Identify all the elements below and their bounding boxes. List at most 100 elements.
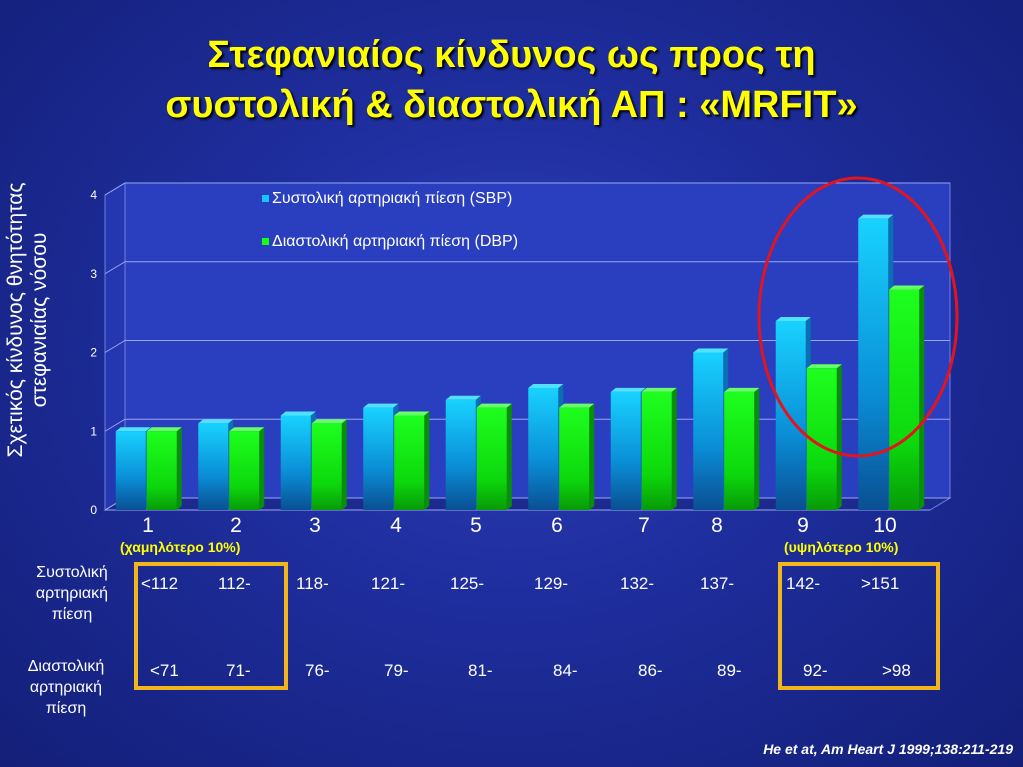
sbp-bar-top [115,427,151,432]
dbp-range-cell: 76- [305,661,330,680]
x-tick-label: 1 [142,514,154,537]
sbp-bar-top [198,419,234,424]
citation: He et at, Am Heart J 1999;138:211-219 [763,741,1013,757]
sbp-bar [858,218,889,510]
sbp-bar-top [528,383,564,388]
sbp-bar-top [775,317,811,321]
dbp-range-cell: <71 [150,661,179,680]
sbp-row-label-line-3: πίεση [51,606,93,623]
sbp-bar [693,352,724,510]
sbp-bar [445,399,476,510]
dbp-bar-top [229,427,265,432]
high-decile-note: (υψηλότερο 10%) [784,539,899,555]
dbp-bar-top [311,419,347,424]
legend-label: Διαστολική αρτηριακή πίεση (DBP) [272,233,519,250]
sbp-range-cell: 125- [450,574,485,593]
dbp-bar-side [341,419,347,510]
sbp-bar [363,407,394,510]
x-tick-label: 5 [470,514,482,537]
dbp-bar-side [424,411,430,510]
dbp-range-cell: >98 [882,661,911,680]
low-decile-box [134,562,288,690]
dbp-bar-side [754,387,760,510]
dbp-bar-top [641,387,677,392]
sbp-range-cell: 129- [534,574,569,593]
gridline [104,261,950,275]
y-tick-label: 3 [90,267,97,281]
dbp-range-cell: 71- [226,661,251,680]
slide-title: Στεφανιαίος κίνδυνος ως προς τη συστολικ… [0,30,1023,130]
dbp-bar [394,415,425,510]
dbp-bar-top [724,387,760,392]
dbp-bar [641,391,672,510]
high-decile-box [778,562,940,690]
sbp-row-label-line-1: Συστολική [36,564,108,581]
dbp-bar-side [506,403,512,510]
dbp-bar [146,431,177,510]
y-tick-label: 2 [90,346,97,360]
x-tick-label: 6 [551,514,563,537]
dbp-bar-top [806,364,842,369]
dbp-range-cell: 86- [638,661,663,680]
low-decile-note: (χαμηλότερο 10%) [120,539,241,555]
x-tick-label: 9 [797,514,809,537]
legend-label: Συστολική αρτηριακή πίεση (SBP) [272,190,513,207]
sbp-range-cell: >151 [861,574,900,593]
sbp-row-label: Συστολική αρτηριακή πίεση [12,562,132,625]
legend-swatch [262,195,269,203]
x-tick-label: 8 [711,514,723,537]
dbp-bar-side [589,403,595,510]
dbp-range-cell: 84- [553,661,578,680]
dbp-bar-top [146,427,182,432]
y-tick-label: 0 [90,503,97,517]
dbp-bar [229,431,260,510]
legend-swatch [262,238,269,246]
dbp-bar [889,289,920,510]
sbp-bar-top [363,403,399,408]
sbp-range-cell: 137- [700,574,735,593]
y-tick-label: 4 [90,188,97,202]
gridline [104,340,950,353]
sbp-bar [198,423,229,510]
x-tick-label: 4 [390,514,402,537]
dbp-bar [559,407,590,510]
legend-item-sbp: Συστολική αρτηριακή πίεση (SBP) [262,190,512,208]
x-tick-label: 10 [873,514,897,537]
dbp-bar-side [836,364,842,510]
dbp-bar-top [889,285,925,290]
x-tick-label: 7 [638,514,650,537]
title-line-1: Στεφανιαίος κίνδυνος ως προς τη [207,34,816,76]
y-tick-label: 1 [90,424,97,438]
dbp-range-cell: 89- [717,661,742,680]
x-tick-label: 3 [309,514,321,537]
sbp-range-cell: 112- [218,574,251,593]
sbp-bar-top [858,214,894,219]
legend-item-dbp: Διαστολική αρτηριακή πίεση (DBP) [262,233,518,251]
dbp-bar-side [176,427,182,510]
dbp-bar [476,407,507,510]
dbp-bar-top [394,411,430,416]
x-tick-label: 2 [230,514,242,537]
sbp-bar [115,431,146,510]
sbp-bar-top [445,395,481,400]
dbp-bar-top [559,403,595,408]
highlight-circle [757,176,959,458]
dbp-bar [311,423,342,510]
dbp-range-cell: 79- [384,661,409,680]
dbp-bar-side [259,427,265,510]
sbp-range-cell: 121- [371,574,406,593]
sbp-row-label-line-2: αρτηριακή [35,585,109,602]
dbp-bar [724,391,755,510]
dbp-row-label-line-2: αρτηριακή [29,679,103,696]
dbp-range-cell: 81- [468,661,493,680]
sbp-range-cell: 132- [620,574,655,593]
sbp-bar [280,415,311,510]
sbp-bar-top [280,411,316,416]
sbp-range-cell: 142- [786,574,821,593]
sbp-range-cell: <112 [141,574,179,593]
sbp-bar [775,321,806,510]
dbp-row-label: Διαστολική αρτηριακή πίεση [6,656,126,719]
dbp-bar-side [919,285,925,510]
dbp-bar-top [476,403,512,408]
